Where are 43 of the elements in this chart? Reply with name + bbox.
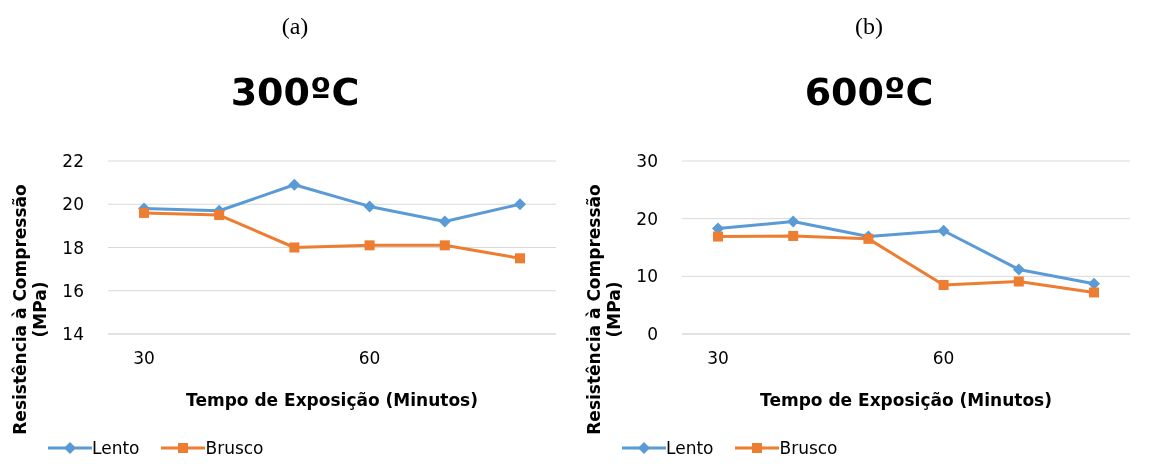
y-tick-label: 14 (62, 324, 84, 345)
point (214, 210, 225, 221)
point (1089, 287, 1099, 298)
point (289, 242, 300, 253)
y-tick-label: 20 (62, 194, 84, 215)
legend-label: Lento (666, 438, 714, 458)
y-tick-label: 30 (636, 151, 658, 172)
point (514, 198, 526, 211)
y-axis-title: Resistência à Compressão (MPa) (10, 184, 50, 435)
x-axis-title: Tempo de Exposição (Minutos) (186, 390, 478, 410)
point (937, 224, 950, 237)
legend-label: Lento (92, 438, 140, 458)
point (438, 215, 451, 228)
y-tick-label: 20 (636, 208, 658, 229)
point (363, 200, 376, 213)
chart-title: 600ºC (803, 69, 935, 116)
point (1013, 276, 1024, 287)
x-tick-label: 30 (133, 348, 155, 369)
chart-title: 300ºC (229, 69, 361, 116)
point (139, 207, 149, 218)
y-axis-title: Resistência à Compressão (MPa) (584, 184, 624, 435)
x-axis-title: Tempo de Exposição (Minutos) (760, 390, 1052, 410)
point (364, 240, 375, 251)
point (515, 253, 525, 264)
chart-subtitle: (b) (854, 12, 884, 41)
legend-label: Brusco (205, 438, 264, 458)
x-tick-label: 60 (932, 348, 955, 369)
point (938, 279, 949, 290)
point (788, 230, 799, 241)
point (288, 178, 301, 191)
y-tick-label: 0 (647, 324, 658, 345)
y-tick-label: 18 (62, 237, 84, 258)
x-tick-label: 60 (358, 348, 381, 369)
legend-label: Brusco (779, 438, 838, 458)
y-tick-label: 10 (636, 266, 658, 287)
point (439, 240, 450, 251)
chart-subtitle: (a) (280, 12, 310, 41)
y-tick-label: 22 (62, 151, 84, 172)
x-tick-label: 30 (707, 348, 729, 369)
point (713, 231, 723, 242)
point (787, 215, 800, 228)
point (1012, 263, 1025, 276)
y-tick-label: 16 (62, 280, 84, 301)
